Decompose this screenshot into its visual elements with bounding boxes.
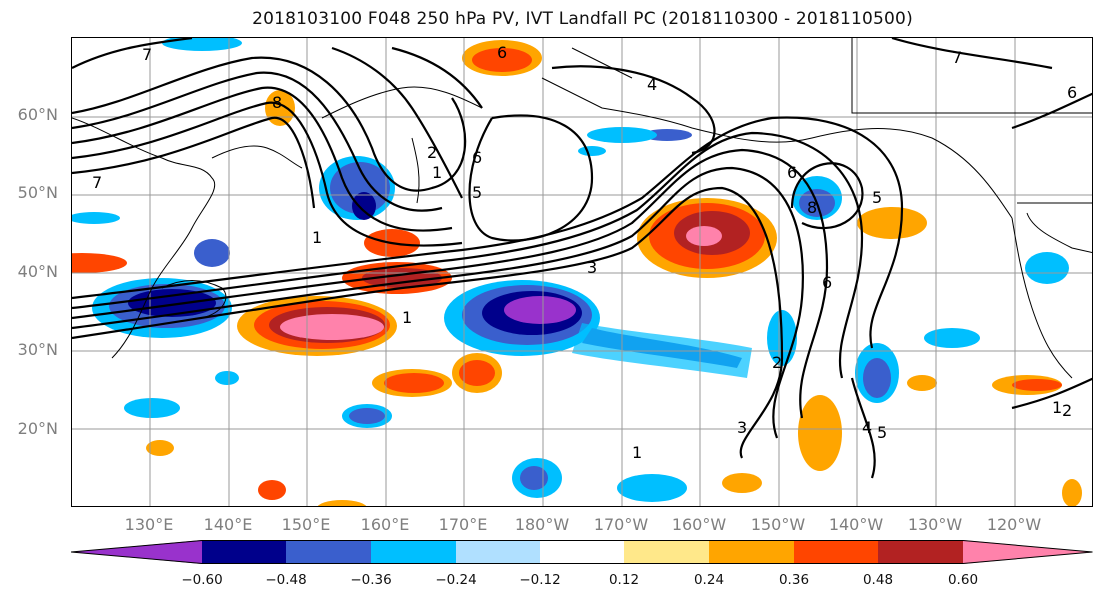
contour-label: 6 xyxy=(822,273,832,292)
colorbar-tick-label: −0.12 xyxy=(519,572,561,588)
coastlines xyxy=(72,38,1092,379)
contour-label: 3 xyxy=(587,258,597,277)
longitude-label: 140°W xyxy=(828,515,884,534)
contour-label: 7 xyxy=(142,45,152,64)
longitude-label: 180°W xyxy=(514,515,570,534)
colorbar-tick-label: 0.36 xyxy=(778,572,810,588)
colorbar-tick-label: 0.24 xyxy=(693,572,725,588)
colorbar xyxy=(71,540,1093,564)
latitude-label: 60°N xyxy=(17,105,58,124)
contour-label: 7 xyxy=(952,48,962,67)
latitude-label: 30°N xyxy=(17,340,58,359)
contour-label: 2 xyxy=(772,353,782,372)
colorbar-segment xyxy=(456,540,540,564)
contour-label: 1 xyxy=(312,228,322,247)
longitude-label: 160°W xyxy=(671,515,727,534)
longitude-label: 140°E xyxy=(203,515,253,534)
longitude-label: 170°E xyxy=(438,515,488,534)
colorbar-segment xyxy=(286,540,371,564)
colorbar-segment xyxy=(71,540,202,564)
longitude-label: 130°E xyxy=(124,515,174,534)
colorbar-tick-label: −0.48 xyxy=(265,572,307,588)
longitude-label: 160°E xyxy=(360,515,410,534)
colorbar-tick-label: −0.36 xyxy=(350,572,392,588)
contour-label: 7 xyxy=(92,173,102,192)
contour-label: 6 xyxy=(1067,83,1077,102)
pv-contours xyxy=(72,38,1092,479)
colorbar-segment xyxy=(794,540,878,564)
colorbar-tick-label: 0.48 xyxy=(862,572,894,588)
contour-label: 5 xyxy=(472,183,482,202)
contour-label: 1 xyxy=(632,443,642,462)
contour-label: 8 xyxy=(807,198,817,217)
contour-label: 5 xyxy=(872,188,882,207)
contour-label: 1 xyxy=(1052,398,1062,417)
contour-label: 2 xyxy=(1062,401,1072,420)
colorbar-segment xyxy=(371,540,456,564)
colorbar-segment xyxy=(624,540,709,564)
longitude-label: 150°W xyxy=(750,515,806,534)
colorbar-tick-label: −0.24 xyxy=(435,572,477,588)
longitude-label: 130°W xyxy=(907,515,963,534)
colorbar-segment xyxy=(709,540,794,564)
longitude-label: 150°E xyxy=(281,515,331,534)
longitude-label: 170°W xyxy=(593,515,649,534)
contour-label: 4 xyxy=(647,75,657,94)
colorbar-tick-label: 0.12 xyxy=(608,572,640,588)
colorbar-outline xyxy=(71,540,1093,564)
contour-label: 1 xyxy=(432,163,442,182)
contour-label: 6 xyxy=(472,148,482,167)
contour-label: 1 xyxy=(402,308,412,327)
contour-label: 5 xyxy=(877,423,887,442)
contour-label: 6 xyxy=(497,43,507,62)
colorbar-tick-label: 0.60 xyxy=(947,572,979,588)
colorbar-segment xyxy=(878,540,963,564)
graticule xyxy=(72,38,1092,506)
contour-label: 2 xyxy=(427,143,437,162)
map-title: 2018103100 F048 250 hPa PV, IVT Landfall… xyxy=(252,9,913,29)
latitude-label: 20°N xyxy=(17,419,58,438)
colorbar-segment xyxy=(963,540,1093,564)
colorbar-tick-label: −0.60 xyxy=(181,572,223,588)
contour-label: 4 xyxy=(862,418,872,437)
latitude-label: 40°N xyxy=(17,262,58,281)
colorbar-segment xyxy=(202,540,286,564)
contour-label: 6 xyxy=(787,163,797,182)
latitude-label: 50°N xyxy=(17,183,58,202)
contour-label: 3 xyxy=(737,418,747,437)
colorbar-segment xyxy=(540,540,624,564)
longitude-label: 120°W xyxy=(986,515,1042,534)
contour-label: 8 xyxy=(272,93,282,112)
